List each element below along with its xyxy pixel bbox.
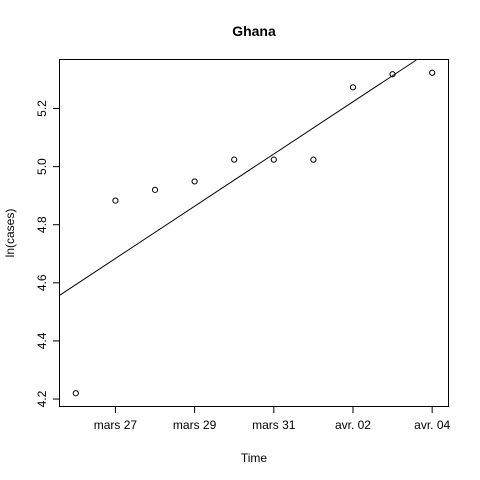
- data-point: [191, 178, 198, 185]
- y-tick-label: 5.0: [35, 158, 49, 175]
- x-tick-label: avr. 02: [335, 418, 371, 432]
- data-point: [112, 197, 119, 204]
- x-tick-label: mars 31: [252, 418, 296, 432]
- x-axis: mars 27 mars 29 mars 31 avr. 02 avr. 04: [94, 406, 450, 432]
- regression-line: [59, 59, 417, 296]
- y-tick-label: 5.2: [35, 100, 49, 117]
- data-points: [72, 69, 436, 397]
- x-tick-label: avr. 04: [414, 418, 450, 432]
- data-point: [231, 156, 238, 163]
- data-point: [429, 69, 436, 76]
- y-axis-title: ln(cases): [3, 209, 17, 258]
- y-tick-label: 4.4: [35, 332, 49, 349]
- data-point: [389, 71, 396, 78]
- x-axis-title: Time: [241, 451, 268, 465]
- chart-title: Ghana: [232, 23, 276, 39]
- regression-line-group: [59, 59, 417, 296]
- data-point: [270, 156, 277, 163]
- data-point: [72, 390, 79, 397]
- x-tick-label: mars 29: [173, 418, 217, 432]
- data-point: [310, 156, 317, 163]
- y-tick-label: 4.6: [35, 274, 49, 291]
- x-tick-label: mars 27: [94, 418, 138, 432]
- y-tick-label: 4.8: [35, 216, 49, 233]
- plot-frame: [59, 59, 449, 407]
- data-point: [151, 186, 159, 193]
- y-tick-label: 4.2: [35, 390, 49, 407]
- data-point: [349, 84, 357, 91]
- y-axis: 4.2 4.4 4.6 4.8 5.0 5.2: [35, 100, 60, 407]
